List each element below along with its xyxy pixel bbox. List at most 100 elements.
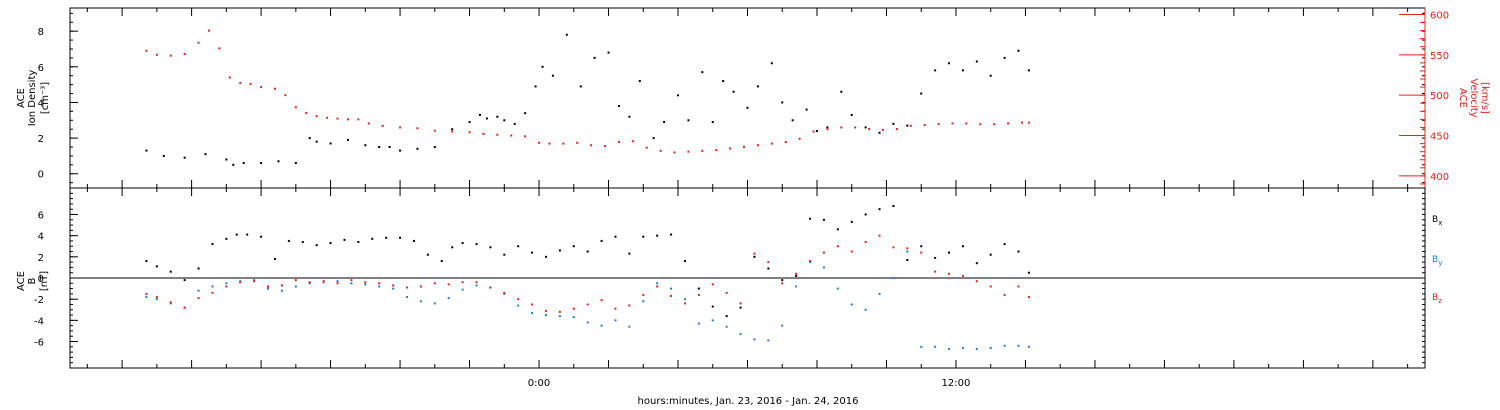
data-point [878, 131, 881, 134]
data-point [548, 142, 551, 145]
data-point [770, 62, 773, 65]
data-point [169, 302, 172, 305]
data-point [326, 116, 329, 119]
data-point [725, 315, 728, 318]
data-point [1027, 345, 1030, 348]
field-axis-ticks: -6 -4 -2 0 2 4 6 [34, 187, 1425, 369]
data-point [756, 144, 759, 147]
data-point [722, 80, 725, 83]
data-point [558, 315, 561, 318]
data-point [948, 62, 951, 65]
data-point [795, 285, 798, 288]
data-point [697, 322, 700, 325]
data-point [357, 241, 360, 243]
data-point [989, 253, 992, 256]
data-point [531, 303, 534, 306]
data-point [614, 235, 617, 238]
data-point [489, 246, 492, 249]
velocity-ylabel-line2: Velocity [1468, 78, 1479, 117]
data-point [906, 124, 909, 127]
data-point [1020, 121, 1023, 124]
data-point [478, 113, 481, 116]
data-point [989, 346, 992, 349]
field-ylabel-line1: ACE [16, 271, 27, 291]
data-point [489, 286, 492, 289]
data-point [538, 141, 541, 144]
data-point [183, 53, 186, 56]
data-point [399, 126, 402, 129]
data-point [683, 260, 686, 263]
data-point [795, 274, 798, 277]
data-point [961, 274, 964, 277]
data-point [197, 41, 200, 44]
data-point [892, 205, 895, 207]
data-point [399, 149, 402, 152]
data-point [364, 144, 367, 147]
data-point [169, 270, 172, 273]
data-point [503, 292, 506, 295]
data-point [642, 300, 645, 303]
data-point [225, 237, 228, 240]
data-point [739, 333, 742, 336]
data-point [461, 281, 464, 284]
data-point [586, 321, 589, 324]
data-point [645, 146, 648, 149]
data-point [586, 303, 589, 306]
data-point [447, 297, 450, 300]
velocity-tick-label: 500 [1430, 91, 1449, 102]
data-point [673, 151, 676, 154]
data-point [732, 90, 735, 93]
data-point [670, 295, 673, 297]
data-point [711, 305, 714, 308]
data-point [197, 297, 200, 300]
data-point [336, 280, 339, 283]
data-point [572, 307, 575, 310]
data-point [416, 127, 419, 130]
data-point [656, 282, 659, 285]
data-point [1017, 49, 1020, 52]
data-point [145, 296, 148, 299]
data-point [513, 122, 516, 125]
data-point [836, 287, 839, 290]
data-point [510, 134, 513, 137]
data-point [864, 213, 867, 216]
data-point [350, 282, 353, 285]
data-point [308, 282, 311, 285]
data-point [826, 128, 829, 131]
legend-entry: By [1432, 255, 1442, 267]
data-point [812, 130, 815, 133]
data-point [322, 280, 325, 283]
data-point [378, 146, 381, 149]
data-point [576, 141, 579, 144]
data-point [468, 121, 471, 124]
data-point [305, 111, 308, 114]
data-point [419, 300, 422, 303]
data-point [468, 131, 471, 134]
data-point [975, 60, 978, 63]
data-point [294, 106, 297, 109]
data-point [225, 285, 228, 288]
bottom-panel-time-ticks: 0:00 12:00 [86, 188, 1409, 389]
density-ylabel-units: [cm⁻³] [40, 82, 51, 114]
data-point [948, 272, 951, 275]
data-point [267, 287, 270, 290]
data-point [357, 118, 360, 121]
data-point [524, 112, 527, 115]
data-point [197, 267, 200, 270]
data-point [447, 283, 450, 286]
data-point [697, 293, 700, 296]
data-point [531, 251, 534, 254]
data-point [267, 285, 270, 288]
data-point [284, 94, 287, 97]
data-point [753, 338, 756, 341]
data-point [416, 147, 419, 150]
top-panel-time-ticks [86, 8, 1409, 188]
data-point [951, 122, 954, 125]
field-ylabel-units: [nT] [39, 271, 50, 291]
data-point [207, 29, 210, 32]
data-point [614, 319, 617, 322]
data-point [815, 129, 818, 132]
data-point [308, 137, 311, 140]
data-point [1003, 56, 1006, 59]
data-point [822, 251, 825, 254]
